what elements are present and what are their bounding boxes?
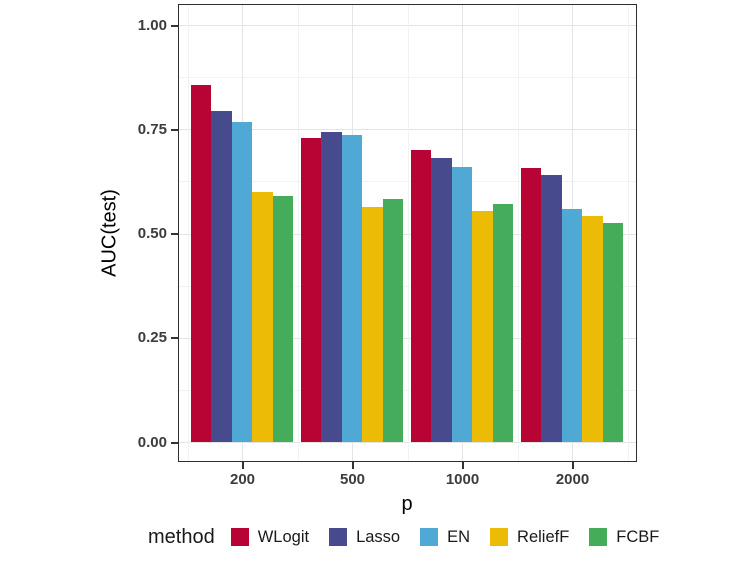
y-tick-label: 0.00 [137, 433, 167, 451]
legend-title: method [148, 525, 215, 548]
bar-fcbf-p500 [382, 198, 404, 442]
bar-lasso-p1000 [431, 158, 452, 442]
legend-item-label: ReliefF [517, 527, 570, 546]
x-tick-mark [351, 462, 354, 469]
bar-lasso-p2000 [541, 175, 562, 442]
y-tick-mark [171, 337, 178, 340]
legend-swatch-wlogit [230, 528, 249, 546]
legend-swatch-en [420, 528, 439, 546]
x-tick-mark [571, 462, 574, 469]
y-tick-mark [171, 233, 178, 235]
x-tick-mark [461, 462, 464, 469]
x-tick-label: 200 [229, 471, 256, 488]
legend-swatch-relieff [490, 528, 509, 546]
bar-lasso-p500 [321, 131, 342, 442]
legend-item-label: Lasso [356, 527, 401, 546]
bar-relieff-p200 [252, 191, 273, 442]
bar-wlogit-p500 [300, 137, 322, 442]
y-tick-label: 0.25 [137, 329, 167, 347]
gridline-minor-vertical [627, 5, 629, 461]
plot-panel [178, 4, 637, 462]
x-tick-label: 500 [339, 471, 366, 488]
bar-lasso-p200 [211, 111, 232, 442]
bar-wlogit-p200 [190, 85, 212, 442]
bar-en-p500 [341, 135, 363, 442]
y-axis-title: AUC(test) [98, 189, 121, 277]
legend-swatch-lasso [329, 528, 348, 546]
y-tick-mark [171, 441, 178, 444]
bar-relieff-p500 [362, 206, 383, 442]
gridline-minor-vertical [407, 5, 409, 461]
bar-fcbf-p2000 [602, 223, 624, 442]
bar-relieff-p2000 [582, 215, 603, 442]
bar-wlogit-p2000 [520, 168, 542, 442]
gridline-minor-vertical [517, 5, 519, 461]
legend-item-label: FCBF [616, 527, 660, 546]
legend-item-relieff: ReliefF [490, 528, 569, 547]
bar-relieff-p1000 [472, 210, 493, 442]
legend-swatch-fcbf [589, 528, 608, 546]
y-tick-mark [171, 128, 178, 131]
y-tick-label: 1.00 [137, 16, 167, 34]
bar-en-p1000 [451, 166, 473, 442]
bar-fcbf-p1000 [492, 203, 514, 442]
y-tick-label: 0.50 [137, 225, 167, 242]
x-tick-label: 2000 [555, 471, 590, 488]
legend-item-en: EN [420, 528, 470, 547]
legend-item-lasso: Lasso [329, 528, 400, 547]
y-tick-label: 0.75 [137, 120, 167, 138]
legend-item-label: EN [447, 527, 471, 546]
bar-fcbf-p200 [272, 195, 294, 442]
legend-item-label: WLogit [257, 527, 310, 546]
legend-item-fcbf: FCBF [589, 528, 659, 547]
bar-wlogit-p1000 [410, 150, 432, 442]
x-tick-mark [241, 462, 244, 469]
legend: method WLogit Lasso EN ReliefF FCBF [148, 521, 679, 553]
bar-en-p200 [231, 121, 253, 442]
x-tick-label: 1000 [445, 471, 480, 488]
y-tick-mark [171, 24, 178, 27]
x-axis-title: p [401, 493, 413, 515]
bar-en-p2000 [561, 208, 583, 442]
gridline-minor-vertical [187, 5, 189, 461]
legend-item-wlogit: WLogit [230, 527, 310, 547]
legend-items: WLogit Lasso EN ReliefF FCBF [230, 527, 680, 547]
gridline-minor-vertical [297, 5, 299, 461]
